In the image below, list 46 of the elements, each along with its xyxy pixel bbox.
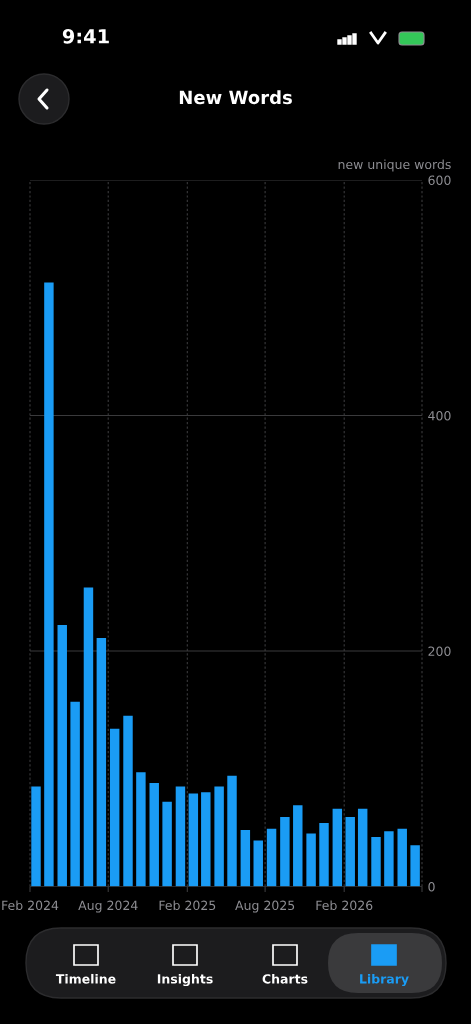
bar xyxy=(70,701,80,887)
bar xyxy=(410,845,420,887)
text: Timeline xyxy=(55,973,116,984)
y-axis-title: new unique words xyxy=(338,159,451,172)
text: Library xyxy=(360,973,409,987)
bar xyxy=(175,786,186,887)
bar xyxy=(306,833,316,887)
bar xyxy=(319,822,329,887)
y-tick-label: 0 xyxy=(428,881,435,892)
bar xyxy=(384,831,394,887)
bar xyxy=(293,805,303,887)
bar xyxy=(332,808,343,887)
bar xyxy=(357,808,368,887)
bar xyxy=(44,282,54,887)
bar xyxy=(201,792,211,887)
bar xyxy=(188,793,199,887)
x-tick-label: Feb 2024 xyxy=(2,900,59,911)
text: Insights xyxy=(157,973,213,987)
bar xyxy=(280,817,290,887)
bar xyxy=(109,728,120,887)
bar xyxy=(57,625,67,887)
x-tick-label: Aug 2025 xyxy=(235,900,295,913)
x-tick-label: Feb 2025 xyxy=(159,900,216,911)
x-tick-label: Aug 2024 xyxy=(78,900,138,913)
bar xyxy=(345,817,355,887)
bar xyxy=(149,782,159,887)
text: 9:41 xyxy=(62,28,109,44)
y-tick-label: 400 xyxy=(428,410,451,421)
bar xyxy=(371,837,381,887)
bar xyxy=(397,828,407,887)
y-tick-label: 600 xyxy=(428,175,451,185)
bar xyxy=(136,772,146,887)
bar xyxy=(240,829,251,887)
x-tick-label: Feb 2026 xyxy=(316,900,373,911)
y-tick-label: 200 xyxy=(428,646,451,656)
bar xyxy=(227,775,237,887)
bar xyxy=(96,638,107,887)
bar xyxy=(162,801,172,887)
bar xyxy=(31,786,41,887)
bar xyxy=(253,840,263,887)
chart-title: New Words xyxy=(179,90,292,105)
text: Charts xyxy=(262,973,308,984)
bar xyxy=(266,828,277,887)
bar xyxy=(123,715,133,887)
bar xyxy=(214,786,224,887)
bar xyxy=(83,587,94,887)
